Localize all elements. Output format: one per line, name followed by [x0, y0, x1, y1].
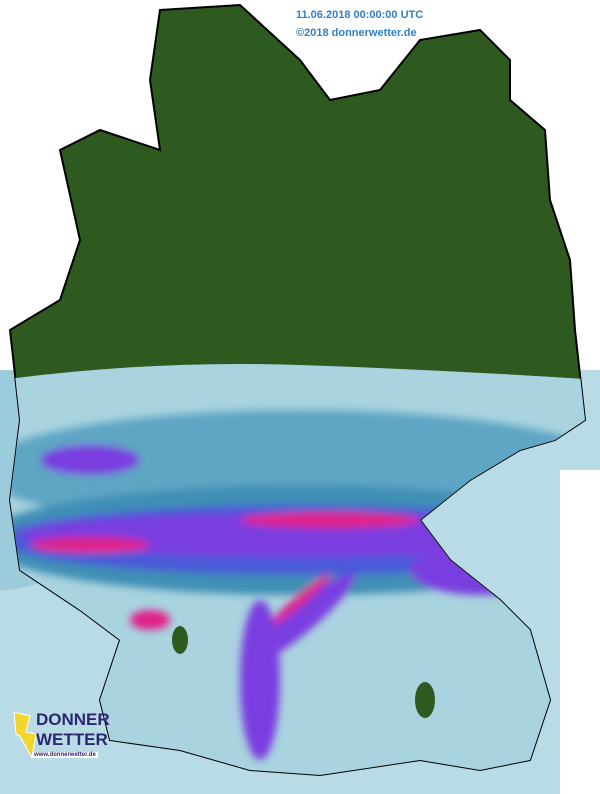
logo-url: www.donnerwetter.de — [32, 752, 98, 758]
timestamp-label: 11.06.2018 00:00:00 UTC — [296, 9, 424, 21]
logo-line2: WETTER — [36, 730, 108, 749]
lightning-icon — [13, 711, 37, 760]
donnerwetter-logo[interactable]: DONNER WETTER www.donnerwetter.de — [8, 708, 110, 764]
logo-line1: DONNER — [36, 710, 110, 729]
copyright-label: ©2018 donnerwetter.de — [296, 27, 417, 39]
